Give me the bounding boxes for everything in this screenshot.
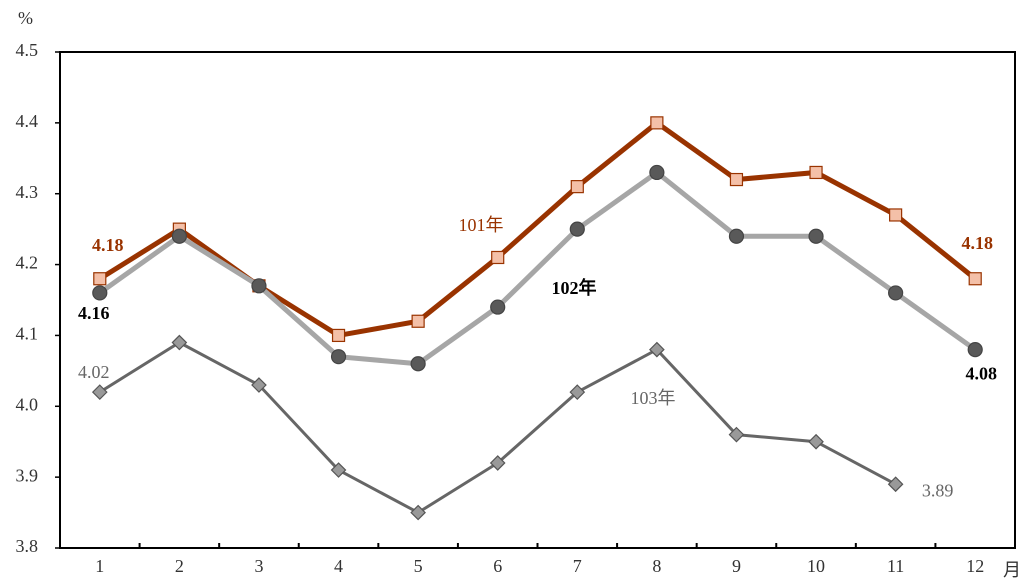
- marker: [171, 228, 187, 244]
- plot-frame: [59, 51, 1016, 549]
- marker: [410, 356, 426, 372]
- y-tick-label: 4.0: [16, 394, 39, 414]
- x-tick-label: 8: [652, 556, 661, 576]
- marker: [650, 116, 664, 130]
- marker: [649, 341, 665, 358]
- marker: [887, 476, 904, 493]
- data-label: 4.18: [92, 235, 124, 255]
- marker: [809, 165, 823, 180]
- marker: [968, 272, 982, 286]
- marker: [489, 455, 506, 471]
- data-label: 4.16: [78, 303, 110, 323]
- marker: [728, 228, 745, 244]
- series-line: [98, 340, 897, 515]
- marker: [330, 349, 347, 365]
- marker: [569, 384, 586, 400]
- y-tick-label: 4.1: [16, 324, 39, 344]
- x-tick-label: 11: [887, 556, 904, 576]
- marker: [808, 228, 824, 244]
- x-tick-label: 5: [414, 556, 423, 576]
- marker: [92, 285, 108, 301]
- y-tick-label: 4.2: [16, 253, 39, 273]
- marker: [251, 377, 267, 393]
- marker: [331, 328, 346, 343]
- marker: [728, 426, 745, 443]
- series-label: 101年: [459, 215, 504, 235]
- data-label: 3.89: [922, 480, 954, 500]
- marker: [330, 462, 347, 478]
- marker: [889, 208, 903, 222]
- series-line: [98, 169, 977, 367]
- x-tick-label: 7: [573, 556, 582, 576]
- x-tick-label: 4: [334, 556, 343, 576]
- x-tick-label: 12: [966, 556, 984, 576]
- y-tick-label: 3.9: [16, 465, 39, 485]
- y-tick-label: 4.3: [16, 182, 39, 202]
- marker: [490, 299, 506, 315]
- marker: [410, 504, 426, 521]
- y-tick-label: 4.5: [16, 40, 39, 60]
- data-label: 4.02: [78, 362, 110, 382]
- x-tick-label: 9: [732, 556, 741, 576]
- series-label: 102年: [552, 277, 597, 298]
- marker: [649, 164, 665, 181]
- marker: [888, 285, 904, 301]
- marker: [967, 342, 983, 358]
- marker: [251, 278, 267, 294]
- data-label: 4.08: [965, 364, 997, 384]
- marker: [91, 384, 108, 400]
- y-tick-label: 4.4: [16, 111, 39, 131]
- x-tick-label: 10: [807, 556, 825, 576]
- marker: [569, 221, 585, 237]
- marker: [570, 180, 584, 194]
- marker: [171, 334, 188, 351]
- x-tick-label: 3: [254, 556, 263, 576]
- y-tick-label: 3.8: [16, 536, 39, 556]
- x-tick-label: 6: [493, 556, 502, 576]
- series-label: 103年: [631, 388, 676, 408]
- marker: [808, 433, 824, 450]
- marker: [491, 250, 505, 265]
- x-tick-label: 2: [175, 556, 184, 576]
- marker: [729, 172, 744, 187]
- marker: [93, 272, 107, 286]
- data-label: 4.18: [961, 233, 993, 253]
- series-line: [98, 119, 977, 339]
- marker: [411, 314, 425, 328]
- x-unit: 月: [1003, 560, 1021, 580]
- x-tick-label: 1: [95, 556, 104, 576]
- y-unit: %: [18, 8, 33, 28]
